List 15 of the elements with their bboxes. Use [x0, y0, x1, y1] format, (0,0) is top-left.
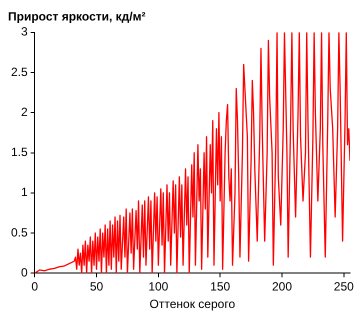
y-axis-title: Прирост яркости, кд/м² [8, 10, 146, 24]
y-tick-label: 3 [20, 24, 28, 39]
y-tick-label: 1.5 [10, 145, 28, 160]
y-tick-label: 2.5 [10, 64, 28, 79]
y-tick-label: 1 [20, 185, 28, 200]
x-tick-label: 50 [90, 280, 104, 294]
x-tick-label: 200 [272, 280, 292, 294]
x-tick-label: 0 [31, 280, 38, 294]
x-tick-label: 100 [148, 280, 169, 294]
x-axis-title: Оттенок серого [150, 297, 236, 312]
y-tick-label: 2 [20, 104, 28, 119]
x-tick-label: 150 [210, 280, 230, 294]
y-tick-label: 0.5 [10, 225, 28, 240]
y-tick-label: 0 [20, 266, 28, 280]
x-tick-label: 250 [334, 280, 354, 294]
